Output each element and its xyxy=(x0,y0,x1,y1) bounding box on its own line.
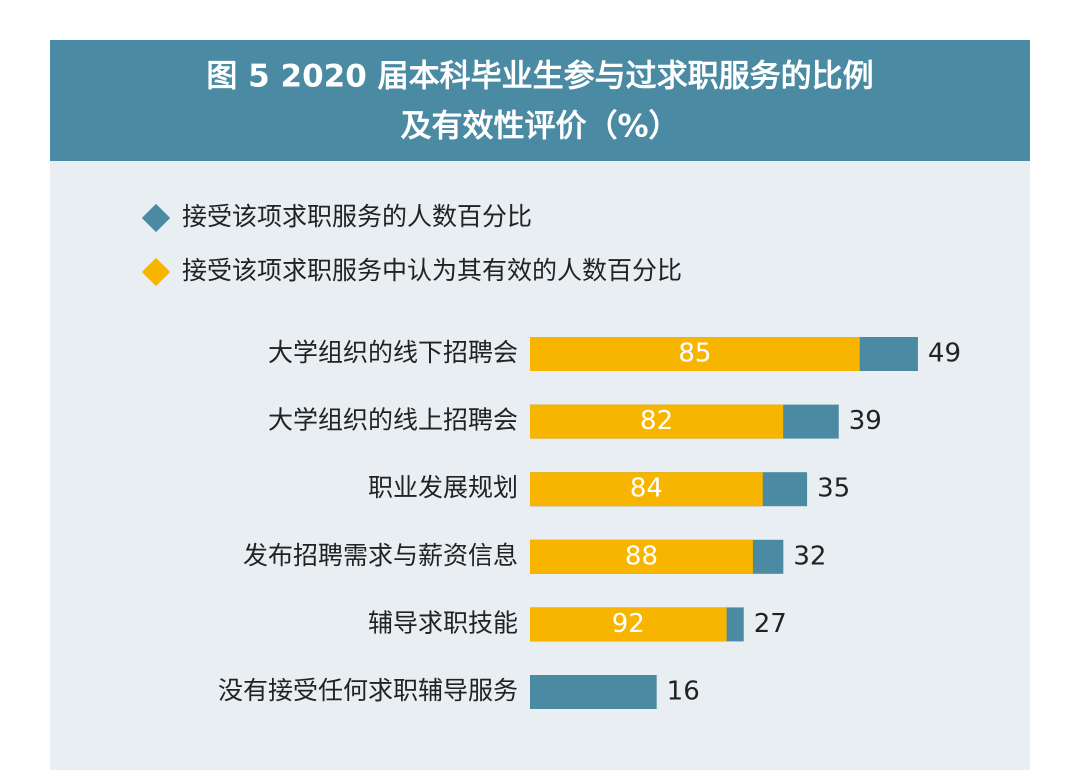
value-label: 35 xyxy=(817,474,850,504)
category-label: 发布招聘需求与薪资信息 xyxy=(243,541,518,570)
category-label: 职业发展规划 xyxy=(368,473,518,502)
value-label: 16 xyxy=(667,677,700,707)
bar xyxy=(530,539,753,574)
category-label: 大学组织的线下招聘会 xyxy=(268,338,518,367)
value-label: 82 xyxy=(640,406,673,436)
bar xyxy=(530,404,784,439)
bar xyxy=(530,472,763,507)
header-band xyxy=(50,40,1030,161)
category-label: 辅导求职技能 xyxy=(368,608,518,637)
value-label: 84 xyxy=(630,474,663,504)
value-label: 27 xyxy=(754,609,787,639)
bar xyxy=(530,337,860,371)
category-label: 没有接受任何求职辅导服务 xyxy=(218,676,518,705)
bar xyxy=(530,607,727,642)
legend-label: 接受该项求职服务的人数百分比 xyxy=(182,202,532,231)
value-label: 88 xyxy=(625,541,658,571)
bar xyxy=(530,675,657,709)
value-label: 49 xyxy=(928,339,961,369)
value-label: 85 xyxy=(678,339,711,369)
category-label: 大学组织的线上招聘会 xyxy=(268,406,518,435)
chart-title: 图 5 2020 届本科毕业生参与过求职服务的比例 xyxy=(206,59,873,95)
value-label: 32 xyxy=(793,541,826,571)
legend-label: 接受该项求职服务中认为其有效的人数百分比 xyxy=(182,256,682,285)
chart-title: 及有效性评价（%） xyxy=(400,109,679,145)
value-label: 92 xyxy=(612,609,645,639)
value-label: 39 xyxy=(849,406,882,436)
